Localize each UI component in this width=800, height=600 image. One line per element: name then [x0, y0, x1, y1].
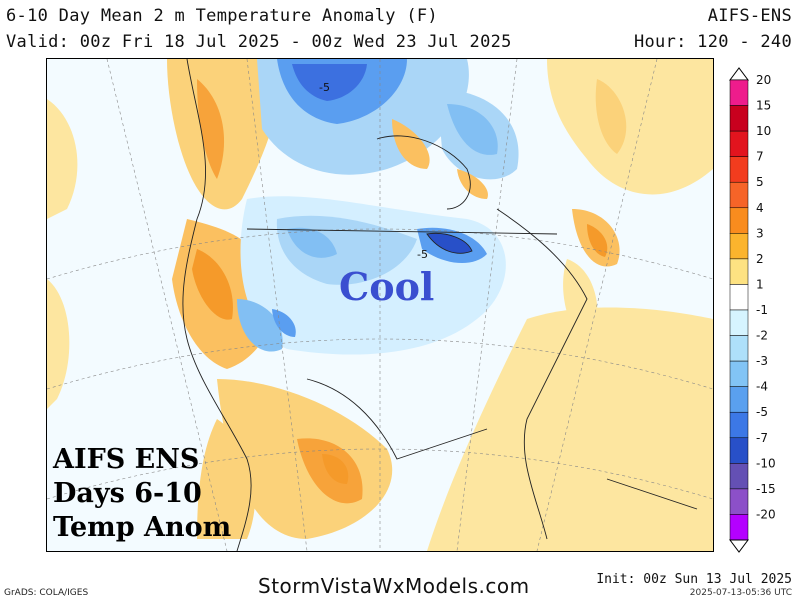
colorbar-label: 7 [756, 150, 764, 164]
lat-lon-grid [47, 59, 713, 551]
coastlines [182, 59, 698, 551]
colorbar-swatch [729, 411, 749, 439]
anomaly-warm-region [197, 79, 225, 179]
colorbar-swatch [729, 284, 749, 311]
colorbar-label: 20 [756, 73, 771, 87]
model-name: AIFS-ENS [707, 6, 792, 26]
colorbar-swatch [729, 335, 749, 362]
colorbar-label: -20 [756, 507, 776, 521]
colorbar-label: 3 [756, 226, 764, 240]
overlay-line-days: Days 6-10 [53, 478, 202, 509]
colorbar-label: -10 [756, 456, 776, 470]
colorbar-swatch [729, 207, 749, 234]
forecast-hours: Hour: 120 - 240 [633, 32, 792, 52]
anomaly-cool-region [447, 104, 498, 155]
colorbar-swatch [729, 130, 749, 157]
contour-label: -5 [319, 81, 330, 94]
anomaly-warm-region [547, 59, 713, 195]
cool-annotation: Cool [339, 264, 435, 309]
anomaly-cool-region [427, 233, 472, 254]
site-credit: StormVistaWxModels.com [258, 574, 530, 598]
anomaly-warm-region [392, 119, 430, 169]
anomaly-warm-region [47, 279, 70, 409]
anomaly-warm-region [192, 249, 233, 320]
overlay-line-model: AIFS ENS [53, 444, 200, 475]
colorbar-swatch [729, 181, 749, 209]
colorbar-top-arrow [729, 67, 749, 81]
generated-timestamp: 2025-07-13-05:36 UTC [689, 588, 792, 598]
colorbar-label: 4 [756, 201, 764, 215]
colorbar-swatch [729, 156, 749, 183]
colorbar-swatch [729, 386, 749, 413]
map-title: 6-10 Day Mean 2 m Temperature Anomaly (F… [6, 6, 438, 26]
map-canvas: -5 -5 [47, 59, 713, 551]
anomaly-warm-region [47, 99, 78, 219]
colorbar-swatch [729, 437, 749, 464]
colorbar-label: -2 [756, 329, 768, 343]
anomaly-warm-region [197, 419, 256, 539]
anomaly-warm-region [457, 169, 488, 199]
colorbar-swatch [729, 309, 749, 336]
anomaly-warm-region [563, 259, 598, 349]
colorbar-label: -1 [756, 303, 768, 317]
color-legend: 20 15 10 7 5 4 3 2 1 -1 -2 -3 -4 -5 -7 -10 -15 -20 [728, 66, 800, 560]
colorbar-label: -3 [756, 354, 768, 368]
anomaly-cool-region [287, 227, 337, 258]
colorbar-label: 5 [756, 175, 764, 189]
anomaly-warm-region [322, 454, 349, 484]
colorbar-bottom-arrow [729, 539, 749, 553]
anomaly-warm-region [587, 224, 608, 257]
anomaly-cool-region [272, 309, 296, 337]
colorbar-label: 15 [756, 99, 771, 113]
colorbar-graphic: 20 15 10 7 5 4 3 2 1 -1 -2 -3 -4 -5 -7 -10 -15 -20 [729, 67, 776, 553]
colorbar-swatch [729, 105, 749, 132]
colorbar-swatch [729, 514, 749, 541]
anomaly-cool-region [237, 299, 283, 352]
anomaly-warm-region [595, 79, 627, 154]
colorbar-swatch [729, 258, 749, 285]
colorbar-label: -7 [756, 431, 768, 445]
overlay-line-variable: Temp Anom [53, 512, 232, 543]
colorbar-swatch [729, 360, 749, 387]
colorbar-label: -5 [756, 405, 768, 419]
init-time: Init: 00z Sun 13 Jul 2025 [596, 572, 792, 587]
colorbar-label: 10 [756, 124, 771, 138]
colorbar-label: 2 [756, 252, 764, 266]
colorbar-swatch [729, 233, 749, 260]
colorbar-label: -4 [756, 380, 768, 394]
colorbar-label: 1 [756, 277, 764, 291]
colorbar-swatch [729, 488, 749, 515]
anomaly-cool-region [292, 64, 367, 101]
colorbar-swatch [729, 463, 749, 490]
grads-credit: GrADS: COLA/IGES [4, 588, 89, 598]
anomaly-map: -5 -5 Cool AIFS ENS Days 6-10 Temp Anom [46, 58, 714, 552]
colorbar-label: -15 [756, 482, 776, 496]
colorbar-swatch [729, 79, 749, 106]
contour-label: -5 [417, 248, 428, 261]
valid-period: Valid: 00z Fri 18 Jul 2025 - 00z Wed 23 … [6, 32, 512, 52]
